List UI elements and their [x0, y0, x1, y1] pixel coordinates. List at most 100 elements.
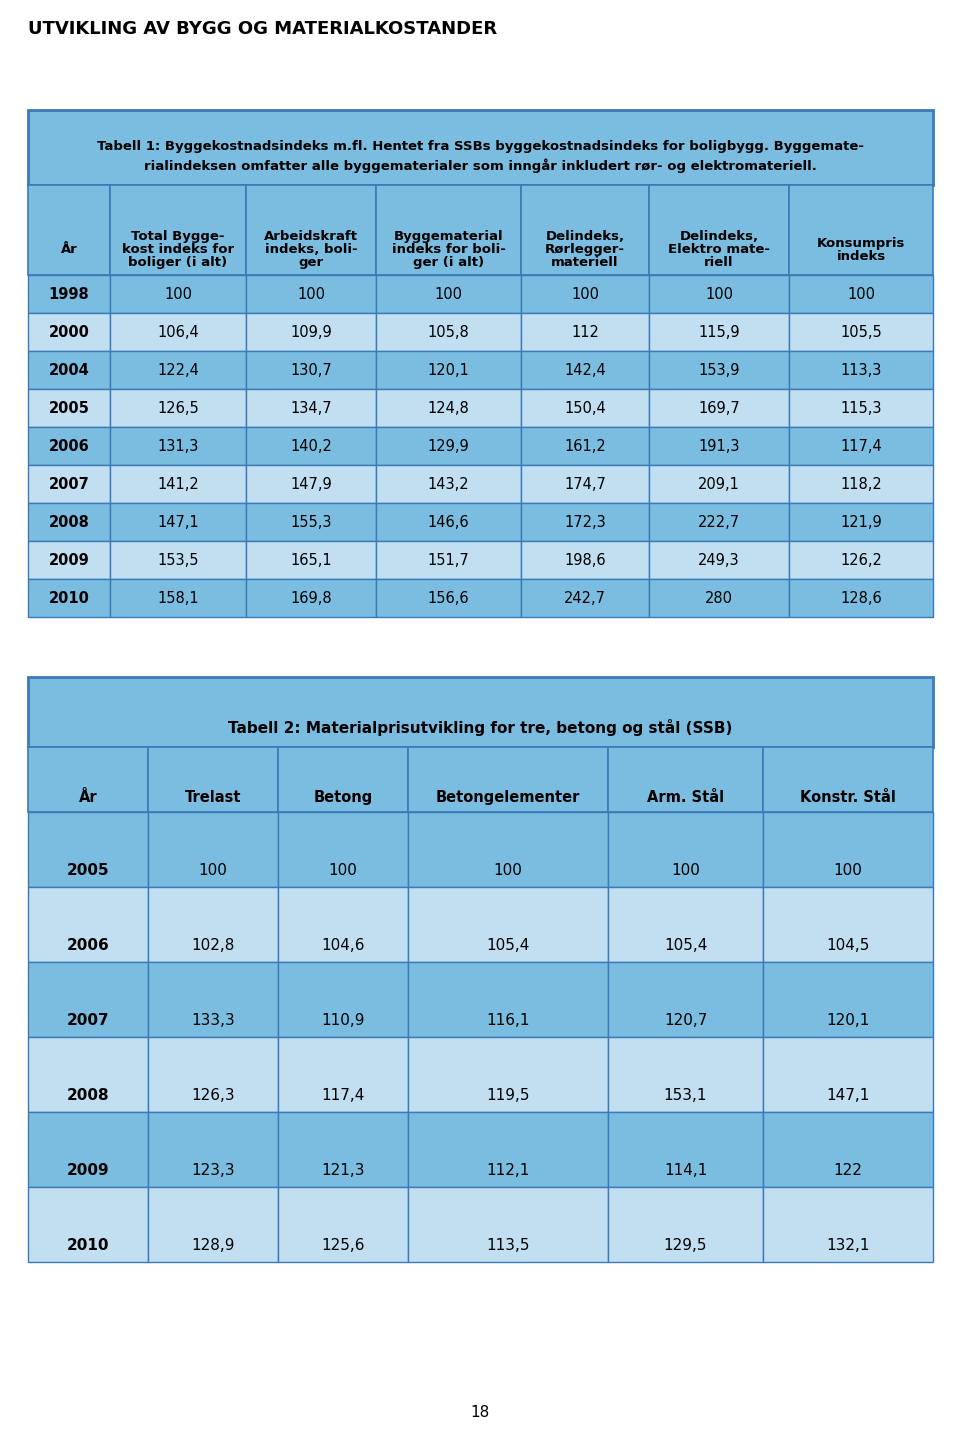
- Bar: [789, 389, 933, 426]
- Bar: [649, 541, 789, 579]
- Text: 249,3: 249,3: [698, 552, 740, 567]
- Bar: [278, 1188, 408, 1262]
- Text: 2000: 2000: [49, 325, 89, 339]
- Bar: [28, 313, 110, 351]
- Bar: [608, 1188, 763, 1262]
- Text: 133,3: 133,3: [191, 1014, 235, 1028]
- Text: 191,3: 191,3: [698, 438, 740, 454]
- Bar: [408, 887, 608, 961]
- Text: 132,1: 132,1: [827, 1238, 870, 1253]
- Bar: [148, 812, 278, 887]
- Bar: [789, 186, 933, 276]
- Text: 147,1: 147,1: [157, 515, 199, 529]
- Bar: [28, 503, 110, 541]
- Bar: [763, 1112, 933, 1188]
- Bar: [148, 1188, 278, 1262]
- Text: 169,8: 169,8: [290, 590, 332, 606]
- Text: Arbeidskraft: Arbeidskraft: [264, 231, 358, 244]
- Text: 147,9: 147,9: [290, 477, 332, 492]
- Text: 120,1: 120,1: [827, 1014, 870, 1028]
- Bar: [408, 1188, 608, 1262]
- Bar: [246, 503, 376, 541]
- Bar: [521, 465, 649, 503]
- Bar: [110, 426, 246, 465]
- Text: indeks, boli-: indeks, boli-: [265, 244, 357, 257]
- Bar: [110, 186, 246, 276]
- Text: 102,8: 102,8: [191, 938, 234, 953]
- Bar: [408, 747, 608, 812]
- Bar: [28, 579, 110, 618]
- Text: Tabell 2: Materialprisutvikling for tre, betong og stål (SSB): Tabell 2: Materialprisutvikling for tre,…: [228, 719, 732, 737]
- Text: 100: 100: [199, 863, 228, 879]
- Bar: [408, 812, 608, 887]
- Text: 120,7: 120,7: [663, 1014, 708, 1028]
- Bar: [649, 426, 789, 465]
- Text: ger: ger: [299, 257, 324, 270]
- Bar: [376, 186, 521, 276]
- Text: 126,2: 126,2: [840, 552, 882, 567]
- Text: 129,9: 129,9: [427, 438, 469, 454]
- Bar: [521, 579, 649, 618]
- Text: 2008: 2008: [49, 515, 89, 529]
- Text: 100: 100: [435, 287, 463, 302]
- Text: 153,5: 153,5: [157, 552, 199, 567]
- Text: 113,5: 113,5: [487, 1238, 530, 1253]
- Text: 150,4: 150,4: [564, 400, 606, 416]
- Bar: [376, 276, 521, 313]
- Bar: [763, 961, 933, 1037]
- Text: 158,1: 158,1: [157, 590, 199, 606]
- Text: 2006: 2006: [66, 938, 109, 953]
- Bar: [608, 887, 763, 961]
- Bar: [789, 426, 933, 465]
- Text: 104,5: 104,5: [827, 938, 870, 953]
- Text: 1998: 1998: [49, 287, 89, 302]
- Bar: [246, 465, 376, 503]
- Text: 125,6: 125,6: [322, 1238, 365, 1253]
- Text: 100: 100: [671, 863, 700, 879]
- Bar: [28, 110, 933, 186]
- Text: Trelast: Trelast: [184, 790, 241, 805]
- Text: 122,4: 122,4: [157, 362, 199, 377]
- Text: 147,1: 147,1: [827, 1088, 870, 1103]
- Bar: [28, 351, 110, 389]
- Text: 2005: 2005: [66, 863, 109, 879]
- Bar: [376, 426, 521, 465]
- Bar: [649, 313, 789, 351]
- Bar: [148, 1037, 278, 1112]
- Bar: [28, 1112, 148, 1188]
- Bar: [246, 276, 376, 313]
- Text: 114,1: 114,1: [663, 1163, 708, 1177]
- Text: 119,5: 119,5: [487, 1088, 530, 1103]
- Text: 222,7: 222,7: [698, 515, 740, 529]
- Bar: [376, 465, 521, 503]
- Bar: [408, 961, 608, 1037]
- Bar: [28, 426, 110, 465]
- Bar: [608, 812, 763, 887]
- Bar: [789, 579, 933, 618]
- Bar: [278, 1037, 408, 1112]
- Bar: [608, 961, 763, 1037]
- Text: 156,6: 156,6: [428, 590, 469, 606]
- Bar: [608, 1112, 763, 1188]
- Bar: [110, 541, 246, 579]
- Bar: [148, 1112, 278, 1188]
- Text: 100: 100: [833, 863, 862, 879]
- Bar: [376, 579, 521, 618]
- Text: 113,3: 113,3: [840, 362, 881, 377]
- Bar: [763, 812, 933, 887]
- Bar: [110, 276, 246, 313]
- Text: boliger (i alt): boliger (i alt): [129, 257, 228, 270]
- Text: UTVIKLING AV BYGG OG MATERIALKOSTANDER: UTVIKLING AV BYGG OG MATERIALKOSTANDER: [28, 20, 497, 38]
- Text: 2010: 2010: [67, 1238, 109, 1253]
- Bar: [28, 961, 148, 1037]
- Text: 2007: 2007: [66, 1014, 109, 1028]
- Text: 106,4: 106,4: [157, 325, 199, 339]
- Bar: [763, 1037, 933, 1112]
- Text: 100: 100: [705, 287, 733, 302]
- Bar: [521, 313, 649, 351]
- Text: 2005: 2005: [49, 400, 89, 416]
- Bar: [608, 1037, 763, 1112]
- Bar: [649, 503, 789, 541]
- Text: 128,6: 128,6: [840, 590, 882, 606]
- Bar: [521, 186, 649, 276]
